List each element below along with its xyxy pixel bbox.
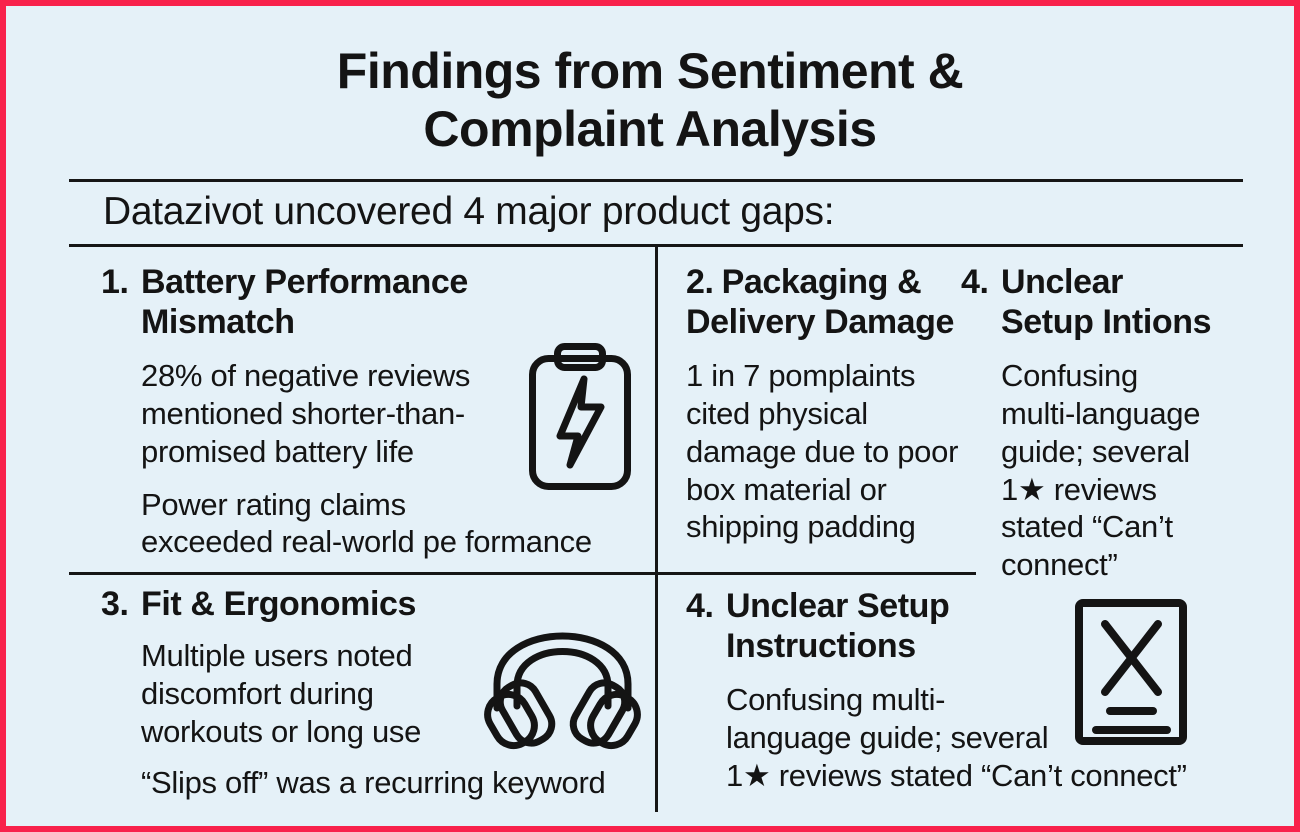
section-packaging-damage: 2. Packaging & Delivery Damage 1 in 7 pom… xyxy=(686,262,1016,546)
page-title: Findings from Sentiment & Complaint Anal… xyxy=(336,43,964,157)
section-fit-ergonomics: 3. Fit & Ergonomics Multiple users noted… xyxy=(101,584,681,801)
divider-vertical-center xyxy=(655,246,658,812)
subtitle: Datazivot uncovered 4 major product gaps… xyxy=(103,190,835,233)
crossed-manual-icon xyxy=(1074,598,1188,746)
section-title: Fit & Ergonomics xyxy=(141,585,417,623)
section-unclear-setup-top: 4. Unclear Setup Intions Confusing multi… xyxy=(961,262,1261,584)
section-heading: 4. Unclear Setup Intions xyxy=(961,262,1261,342)
section-paragraph: Confusing multi- language guide; several… xyxy=(726,682,1187,793)
divider-middle-horizontal xyxy=(69,572,976,575)
section-title: Unclear Setup Instructions xyxy=(726,587,950,666)
section-heading: 1. Battery Performance Mismatch xyxy=(101,262,681,342)
section-heading: 3. Fit & Ergonomics xyxy=(101,584,681,624)
section-paragraph: Multiple users noted discomfort during w… xyxy=(141,638,422,749)
battery-charging-icon xyxy=(521,342,638,491)
section-paragraph: Confusing multi-language guide; several … xyxy=(1001,358,1201,583)
section-paragraph: “Slips off” was a recurring keyword xyxy=(141,764,606,800)
section-title: Unclear Setup Intions xyxy=(1001,263,1212,342)
section-number: 4. xyxy=(686,587,714,625)
section-battery-performance: 1. Battery Performance Mismatch 28% of n… xyxy=(101,262,681,561)
section-number: 1. xyxy=(101,263,129,301)
section-number: 4. xyxy=(961,263,989,301)
section-title: Battery Performance Mismatch xyxy=(141,263,468,342)
section-heading: 2. Packaging & Delivery Damage xyxy=(686,262,1016,342)
section-paragraph: Power rating claims exceeded real-world … xyxy=(141,486,592,560)
section-number: 3. xyxy=(101,585,129,623)
divider-below-title xyxy=(69,179,1243,182)
divider-below-subtitle xyxy=(69,244,1243,247)
section-paragraph: 28% of negative reviews mentioned shorte… xyxy=(141,358,471,469)
section-number: 2. xyxy=(686,263,714,301)
headphones-icon xyxy=(479,592,646,750)
section-title: Packaging & Delivery Damage xyxy=(686,263,955,342)
section-paragraph: 1 in 7 pomplaints cited physical damage … xyxy=(686,358,959,545)
section-heading: 4. Unclear Setup Instructions xyxy=(686,586,1246,666)
section-unclear-setup-bottom: 4. Unclear Setup Instructions Confusing … xyxy=(686,586,1246,795)
